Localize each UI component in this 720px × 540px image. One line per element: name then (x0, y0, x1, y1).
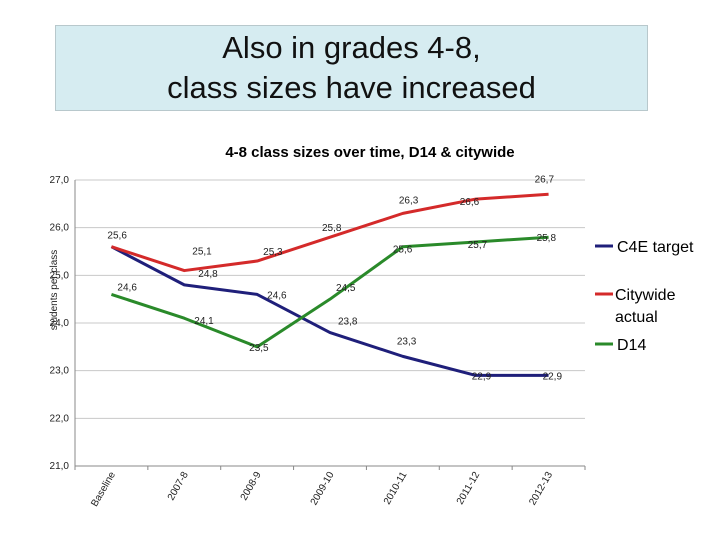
chart-title: 4-8 class sizes over time, D14 & citywid… (225, 144, 514, 161)
legend-label: actual (615, 309, 658, 326)
x-tick-label: 2010-11 (382, 470, 410, 507)
data-label: 23,3 (397, 336, 417, 347)
legend-label: D14 (617, 337, 646, 354)
data-label: 26,3 (399, 195, 419, 206)
data-label: 22,9 (543, 371, 563, 382)
y-tick-label: 25,0 (50, 270, 70, 281)
x-tick-label: 2011-12 (455, 470, 483, 507)
data-label: 24,1 (194, 316, 214, 327)
y-tick-label: 21,0 (50, 461, 70, 472)
data-label: 25,6 (393, 245, 413, 256)
data-label: 24,6 (267, 290, 287, 301)
series-line-2 (110, 235, 549, 349)
data-label: 24,8 (198, 269, 218, 280)
series-line-0 (110, 245, 549, 377)
y-axis-label: students per class (49, 250, 60, 331)
x-tick-label: 2007-8 (166, 470, 191, 503)
data-label: 24,6 (117, 282, 137, 293)
x-tick-label: Baseline (89, 470, 118, 509)
data-label: 25,8 (537, 233, 557, 244)
y-tick-label: 23,0 (50, 366, 70, 377)
data-label: 25,8 (322, 223, 342, 234)
data-label: 22,9 (472, 371, 492, 382)
slide-title-box: Also in grades 4-8, class sizes have inc… (55, 25, 648, 111)
data-label: 26,6 (460, 197, 480, 208)
y-tick-label: 24,0 (50, 318, 70, 329)
series-line-1 (110, 192, 549, 273)
data-label: 25,1 (192, 247, 212, 258)
slide-title-line-2: class sizes have increased (167, 70, 536, 105)
y-tick-label: 27,0 (50, 175, 70, 186)
data-label: 25,6 (107, 231, 127, 242)
x-tick-label: 2009-10 (309, 470, 337, 508)
data-label: 26,7 (535, 174, 555, 185)
y-tick-label: 26,0 (50, 223, 70, 234)
x-tick-label: 2012-13 (527, 470, 555, 508)
data-label: 23,8 (338, 317, 358, 328)
data-label: 24,5 (336, 283, 356, 294)
legend-label: C4E target (617, 239, 694, 256)
legend-label: Citywide (615, 287, 676, 304)
x-tick-label: 2008-9 (239, 470, 264, 503)
data-label: 23,5 (249, 343, 269, 354)
data-label: 25,3 (263, 247, 283, 258)
slide-title-line-1: Also in grades 4-8, (222, 30, 481, 65)
data-label: 25,7 (468, 240, 488, 251)
y-tick-label: 22,0 (50, 413, 70, 424)
